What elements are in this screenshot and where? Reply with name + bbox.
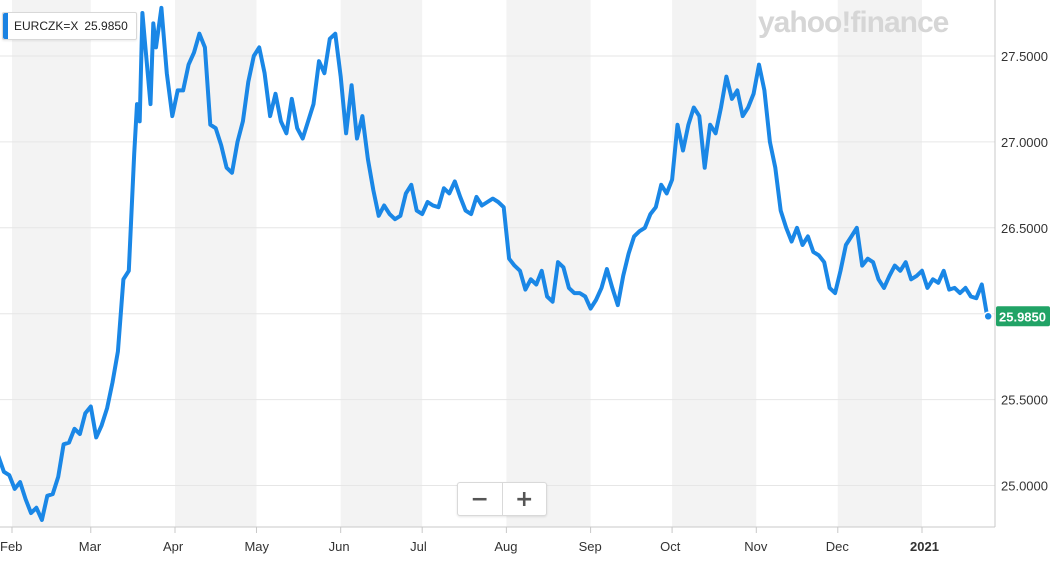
- series-line-eurczk: [0, 5, 990, 522]
- x-tick-label: 2021: [910, 539, 939, 554]
- x-tick-label: Nov: [744, 539, 768, 554]
- last-value-badge: [996, 306, 1050, 327]
- legend[interactable]: EURCZK=X 25.9850: [2, 12, 137, 40]
- zoom-control: − +: [457, 482, 547, 516]
- zoom-out-button[interactable]: −: [470, 486, 489, 512]
- y-tick-label: 26.5000: [1001, 221, 1048, 236]
- y-axis-ticks: 25.000025.500026.000026.500027.000027.50…: [1001, 49, 1048, 494]
- x-tick-label: Jun: [329, 539, 350, 554]
- x-tick-label: Feb: [0, 539, 22, 554]
- y-tick-label: 27.5000: [1001, 49, 1048, 64]
- month-band: [672, 0, 757, 527]
- legend-value: 25.9850: [84, 19, 128, 33]
- x-tick-label: Jul: [410, 539, 427, 554]
- y-tick-label: 27.0000: [1001, 135, 1048, 150]
- month-band: [837, 0, 922, 527]
- x-tick-label: Mar: [79, 539, 102, 554]
- x-tick-label: Oct: [660, 539, 681, 554]
- legend-symbol: EURCZK=X: [14, 19, 79, 33]
- last-value-marker: 25.9850: [983, 306, 1050, 327]
- last-point-dot: [983, 311, 993, 322]
- x-tick-label: Dec: [826, 539, 850, 554]
- x-tick-label: Apr: [163, 539, 184, 554]
- month-band: [340, 0, 423, 527]
- month-band: [12, 0, 91, 527]
- y-tick-label: 25.5000: [1001, 393, 1048, 408]
- month-band: [174, 0, 257, 527]
- legend-swatch: [3, 13, 8, 39]
- yahoo-finance-logo: yahoo!finance: [758, 6, 949, 39]
- x-tick-label: May: [244, 539, 269, 554]
- zoom-in-button[interactable]: +: [501, 483, 547, 515]
- y-tick-label: 25.0000: [1001, 479, 1048, 494]
- x-tick-label: Sep: [579, 539, 602, 554]
- x-axis-ticks: Feb Mar Apr May Jun Jul Aug Sep Oct Nov Dec 2021: [0, 527, 939, 554]
- month-band: [506, 0, 591, 527]
- last-value-label: 25.9850: [999, 309, 1046, 324]
- x-tick-label: Aug: [494, 539, 517, 554]
